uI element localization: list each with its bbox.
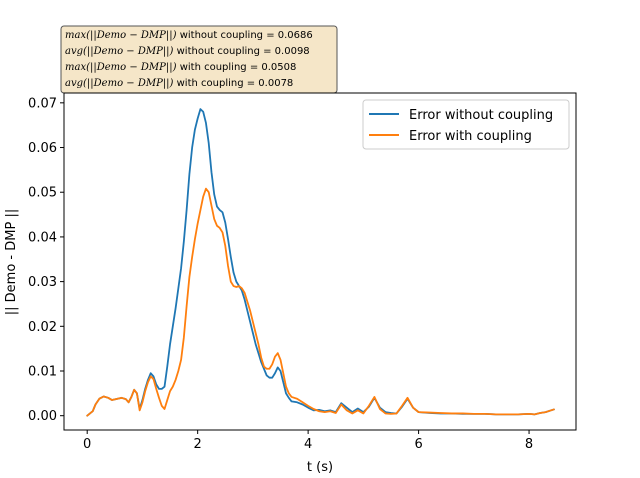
legend-label-with-coupling: Error with coupling: [409, 129, 532, 144]
y-tick-label: 0.07: [28, 96, 57, 111]
legend-label-without-coupling: Error without coupling: [409, 108, 553, 123]
x-tick-label: 4: [304, 437, 312, 452]
x-tick-label: 2: [194, 437, 202, 452]
y-tick-label: 0.00: [28, 409, 57, 424]
y-tick-label: 0.05: [28, 186, 57, 201]
y-tick-label: 0.04: [28, 230, 57, 245]
series-line-error-with-coupling: [86, 187, 555, 417]
y-axis-label: || Demo - DMP ||: [4, 209, 19, 315]
axes-frame: [63, 92, 577, 431]
y-tick-label: 0.02: [28, 320, 57, 335]
x-tick-label: 0: [83, 437, 91, 452]
x-tick-label: 8: [525, 437, 533, 452]
legend: Error without coupling Error with coupli…: [362, 99, 570, 150]
plot-area: 0 2 4 6 8 0.00 0.01 0.02 0.03 0.04 0.05 0.06 0.07: [28, 92, 577, 452]
series-layer: [86, 108, 555, 417]
x-tick-label: 6: [414, 437, 422, 452]
annotation-line-2: avg(||Demo − DMP||) without coupling = 0…: [65, 46, 310, 57]
x-axis-label: t (s): [307, 460, 333, 475]
annotation-line-1: max(||Demo − DMP||) without coupling = 0…: [65, 30, 313, 41]
y-tick-label: 0.01: [28, 365, 57, 380]
x-axis-ticks: 0 2 4 6 8: [83, 430, 533, 452]
stats-annotation-box: max(||Demo − DMP||) without coupling = 0…: [60, 25, 338, 94]
annotation-line-4: avg(||Demo − DMP||) with coupling = 0.00…: [65, 78, 293, 89]
annotation-line-3: max(||Demo − DMP||) with coupling = 0.05…: [65, 62, 296, 73]
y-tick-label: 0.03: [28, 275, 57, 290]
y-axis-ticks: 0.00 0.01 0.02 0.03 0.04 0.05 0.06 0.07: [28, 96, 64, 424]
y-tick-label: 0.06: [28, 141, 57, 156]
legend-frame: [362, 99, 570, 150]
